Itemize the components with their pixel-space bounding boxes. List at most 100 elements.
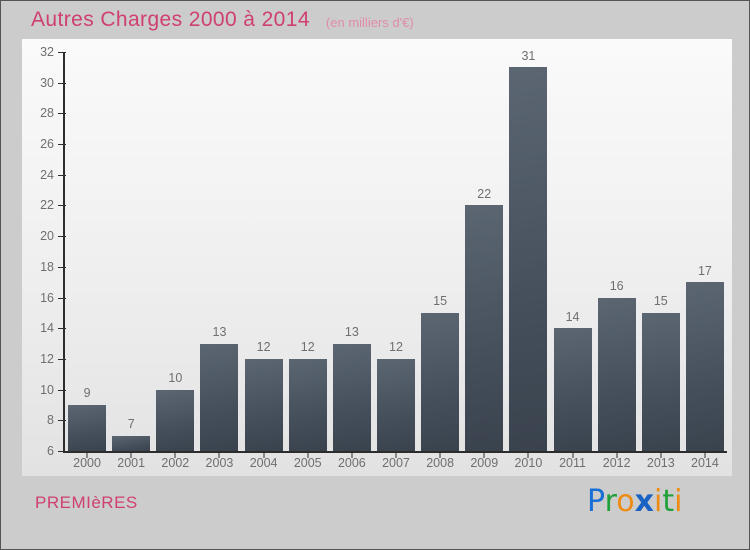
y-axis-tick-mark [58,52,66,53]
logo-letter-r: r [604,484,617,519]
y-axis-tick-mark [58,389,66,391]
bar[interactable] [421,312,460,451]
y-axis-tick-mark [58,113,66,115]
bar-value-label: 31 [521,48,536,63]
y-axis-ticks: 6 8 10 12 14 16 18 20 22 24 26 28 30 32 [22,39,732,476]
bar-value-label: 12 [300,340,315,355]
logo-letter-p: P [587,484,605,519]
y-axis-tick-label: 18 [40,259,54,274]
y-axis-tick-label: 24 [40,167,54,182]
bar-value-label: 13 [344,325,359,340]
y-axis-tick-label: 14 [40,321,54,336]
x-axis-tick-label: 2002 [161,456,190,470]
y-axis-tick-label: 6 [47,444,54,458]
y-axis-tick-mark [58,82,66,84]
bar-value-label: 14 [565,309,580,324]
bar[interactable] [685,282,724,451]
x-axis-tick-mark [483,453,485,458]
bar[interactable] [553,328,592,451]
y-axis-tick-label: 8 [47,413,54,428]
bar-slot: 12 [374,52,418,458]
x-axis-tick-mark [616,453,618,458]
x-axis-tick-label: 2000 [73,456,101,470]
x-axis-tick-mark [218,453,220,458]
bar[interactable] [112,435,151,451]
bar-slot: 13 [197,52,241,458]
x-axis-tick-mark [130,453,132,458]
y-axis-tick-label: 12 [40,351,54,366]
x-axis-tick-mark [572,453,574,458]
page-title: Autres Charges 2000 à 2014 [31,8,310,31]
bar-value-label: 12 [256,340,271,355]
footer-region-label: PREMIèRES [35,493,138,512]
y-axis-tick-mark [58,297,66,299]
y-axis-tick-mark [58,236,66,238]
bar-slot: 7 [109,52,153,458]
logo-letter-x: x [634,484,654,519]
bar[interactable] [244,358,283,451]
bar[interactable] [597,297,636,451]
x-axis-tick-label: 2014 [691,456,719,470]
y-axis-tick-mark [58,266,66,268]
y-axis-tick-label: 32 [40,45,54,59]
bar-value-label: 17 [697,263,712,278]
x-axis-tick-label: 2007 [382,456,410,470]
x-axis-line [63,451,727,453]
x-axis-tick-mark [704,453,706,458]
bar-value-label: 22 [477,186,492,201]
y-axis-tick-label: 26 [40,137,54,152]
x-axis-tick-mark [660,453,662,458]
bar-slot: 12 [242,52,286,458]
y-axis-tick-label: 20 [40,229,54,244]
plot-area: 6 8 10 12 14 16 18 20 22 24 26 28 30 32 9 7 10 13 12 12 13 1… [22,39,732,476]
y-axis-tick-label: 28 [40,106,54,121]
y-axis-line [63,52,65,452]
x-axis-tick-label: 2006 [337,456,366,470]
bar-slot: 16 [595,52,639,458]
y-axis-tick-label: 22 [40,198,54,213]
x-axis-tick-label: 2013 [646,456,675,470]
y-axis-tick-mark [58,451,66,452]
bar-value-label: 16 [609,279,624,294]
proxiti-logo[interactable]: Proxiti [587,485,682,518]
bar[interactable] [376,358,415,451]
bar-slot: 9 [65,52,109,458]
y-axis-tick-mark [58,358,66,360]
bar-value-label: 13 [212,325,227,340]
bar[interactable] [156,389,195,451]
chart-footer: PREMIèRES Proxiti [1,481,749,549]
bar[interactable] [509,67,548,451]
y-axis-tick-mark [58,174,66,176]
bar-value-label: 9 [83,386,91,401]
bar[interactable] [465,205,504,451]
bar-slot: 17 [683,52,727,458]
x-axis-tick-mark [395,453,397,458]
bar[interactable] [641,312,680,451]
logo-letter-i2: i [674,484,683,519]
bar-slot: 13 [330,52,374,458]
x-axis-tick-mark [527,453,529,458]
x-axis-tick-mark [307,453,309,458]
bar-value-label: 15 [433,294,448,309]
x-axis-tick-label: 2008 [426,456,455,470]
y-axis-tick-mark [58,144,66,146]
bar[interactable] [68,404,107,451]
x-axis-tick-label: 2009 [470,456,499,470]
bar-slot: 12 [286,52,330,458]
chart-subtitle: (en milliers d'€) [325,14,414,30]
x-axis-tick-label: 2012 [602,456,631,470]
x-axis-tick-label: 2004 [249,456,278,470]
logo-letter-i1: i [653,484,663,519]
bars-layer: 9 7 10 13 12 12 13 12 15 22 31 14 16 15 17 [65,48,727,458]
bar-value-label: 10 [168,371,183,386]
logo-letter-o: o [616,484,635,519]
bar[interactable] [332,343,371,451]
bar[interactable] [200,343,239,451]
x-axis-tick-label: 2001 [117,456,146,470]
bar[interactable] [288,358,327,451]
bar-value-label: 15 [653,294,668,309]
x-axis-tick-mark [439,453,441,458]
y-axis-tick-label: 16 [40,290,54,305]
chart-header: Autres Charges 2000 à 2014 (en milliers … [1,1,749,39]
